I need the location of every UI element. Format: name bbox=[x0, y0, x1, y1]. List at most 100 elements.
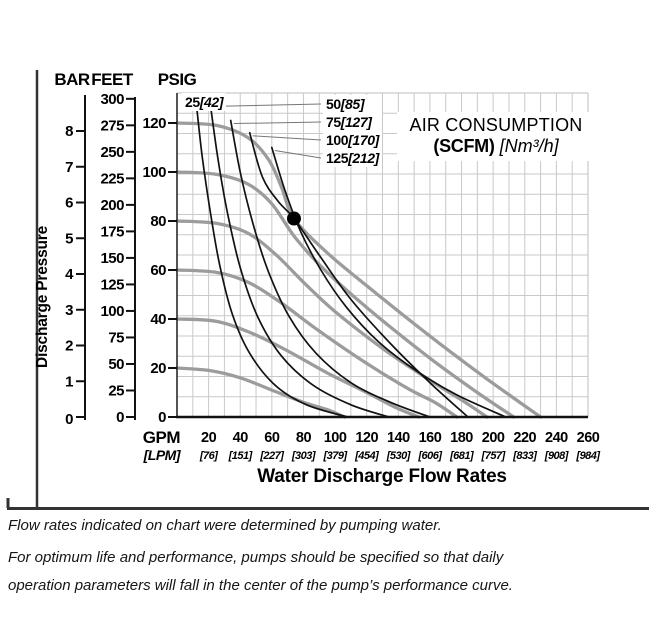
psig-tick-label: 20 bbox=[150, 360, 166, 377]
gpm-tick-label: 220 bbox=[513, 430, 536, 446]
psig-tick-label: 120 bbox=[142, 115, 166, 132]
air-curve-label-125: 125[212] bbox=[323, 149, 382, 167]
bar-tick-label: 8 bbox=[65, 123, 73, 140]
bar-scale-axis: 1 2 3 4 5 6 7 8 0 bbox=[65, 95, 86, 428]
footnote-2: For optimum life and performance, pumps … bbox=[8, 549, 513, 594]
bar-tick-label: 1 bbox=[65, 373, 73, 390]
lpm-tick-label: [379] bbox=[322, 450, 347, 462]
feet-tick-label: 0 bbox=[116, 409, 124, 426]
bar-tick-label: 3 bbox=[65, 302, 73, 319]
water-curve-100psig bbox=[175, 170, 516, 419]
air-curve-75scfm bbox=[229, 119, 431, 418]
feet-tick-label: 300 bbox=[100, 91, 124, 108]
air-consumption-line2: (SCFM) [Nm³/h] bbox=[397, 136, 595, 157]
psig-scale-header: PSIG bbox=[157, 70, 197, 89]
bar-tick-label: 6 bbox=[65, 195, 73, 212]
nm3h-unit: [Nm³/h] bbox=[499, 136, 559, 156]
water-curve-60psig bbox=[175, 268, 459, 419]
feet-tick-label: 125 bbox=[100, 276, 124, 293]
gpm-tick-label: 120 bbox=[355, 430, 378, 446]
air-curve-label-125-nm3h: [212] bbox=[348, 150, 379, 166]
air-curve-label-75: 75[127] bbox=[323, 113, 382, 131]
air-curve-label-125-scfm: 125 bbox=[326, 150, 349, 166]
feet-tick-label: 25 bbox=[108, 382, 124, 399]
bar-tick-label: 2 bbox=[65, 338, 73, 355]
air-curve-label-25: 25[42] bbox=[182, 93, 227, 111]
psig-tick-label: 100 bbox=[142, 164, 166, 181]
feet-tick-label: 250 bbox=[100, 144, 124, 161]
gpm-tick-label: 260 bbox=[577, 430, 600, 446]
air-curve-label-50-nm3h: [85] bbox=[340, 96, 365, 112]
water-curve-80psig bbox=[175, 219, 489, 419]
feet-tick-label: 100 bbox=[100, 303, 124, 320]
bar-tick-label: 7 bbox=[65, 159, 73, 176]
air-curve-label-75-scfm: 75 bbox=[326, 114, 341, 130]
feet-tick-label: 225 bbox=[100, 170, 124, 187]
water-curve-120psig bbox=[175, 121, 543, 419]
lpm-tick-label: [76] bbox=[199, 450, 218, 462]
lpm-tick-label: [227] bbox=[259, 450, 284, 462]
lpm-tick-label: [530] bbox=[386, 450, 411, 462]
gpm-tick-label: 180 bbox=[450, 430, 473, 446]
air-curve-50scfm bbox=[209, 102, 390, 418]
psig-scale-labels: 0 20 40 60 80 100 120 bbox=[142, 115, 166, 426]
lpm-tick-label: [757] bbox=[481, 450, 506, 462]
lpm-tick-label: [606] bbox=[417, 450, 442, 462]
legend-leader-lines bbox=[213, 103, 322, 159]
water-pressure-curves bbox=[175, 121, 543, 419]
water-curve-40psig bbox=[175, 317, 421, 419]
air-consumption-line1: AIR CONSUMPTION bbox=[409, 115, 583, 135]
feet-tick-label: 200 bbox=[100, 197, 124, 214]
feet-tick-label: 75 bbox=[108, 329, 124, 346]
gpm-tick-label: 80 bbox=[296, 430, 312, 446]
scfm-unit: (SCFM) bbox=[433, 136, 495, 156]
lpm-tick-label: [454] bbox=[354, 450, 379, 462]
operating-point bbox=[286, 211, 301, 226]
y-axis-title: Discharge Pressure bbox=[34, 225, 51, 368]
plot-grid bbox=[177, 92, 589, 417]
bar-scale-header: BAR bbox=[54, 70, 90, 89]
lpm-tick-label: [908] bbox=[544, 450, 569, 462]
psig-tick-label: 80 bbox=[150, 213, 166, 230]
psig-tick-label: 0 bbox=[158, 409, 166, 426]
air-curve-label-100-nm3h: [170] bbox=[348, 132, 379, 148]
air-consumption-curves bbox=[195, 100, 507, 418]
lpm-tick-label: [303] bbox=[291, 450, 316, 462]
operating-point-dot bbox=[286, 211, 301, 226]
lpm-tick-label: [833] bbox=[512, 450, 537, 462]
feet-scale-axis: 0 25 50 75 100 125 150 175 200 225 250 275 300 bbox=[100, 91, 136, 426]
feet-tick-label: 175 bbox=[100, 223, 124, 240]
air-curve-label-50: 50[85] bbox=[323, 95, 382, 113]
air-consumption-title: AIR CONSUMPTION (SCFM) [Nm³/h] bbox=[397, 112, 595, 161]
gpm-tick-label: 200 bbox=[482, 430, 505, 446]
gpm-axis-unit: GPM bbox=[142, 428, 181, 447]
footnote-1: Flow rates indicated on chart were deter… bbox=[8, 517, 442, 534]
psig-tick-label: 40 bbox=[150, 311, 166, 328]
air-curve-label-25-scfm: 25 bbox=[185, 94, 200, 110]
gpm-tick-label: 140 bbox=[387, 430, 410, 446]
lpm-tick-label: [151] bbox=[228, 450, 253, 462]
gpm-tick-label: 100 bbox=[324, 430, 347, 446]
lpm-tick-label: [984] bbox=[575, 450, 600, 462]
psig-tick-label: 60 bbox=[150, 262, 166, 279]
gpm-tick-label: 160 bbox=[419, 430, 442, 446]
air-curve-label-50-scfm: 50 bbox=[326, 96, 341, 112]
feet-scale-header: FEET bbox=[91, 70, 133, 89]
feet-tick-label: 275 bbox=[100, 117, 124, 134]
air-curve-label-100: 100[170] bbox=[323, 131, 382, 149]
gpm-tick-label: 60 bbox=[264, 430, 280, 446]
air-curve-125scfm bbox=[270, 146, 507, 418]
plot-axes bbox=[168, 93, 588, 419]
gpm-tick-label: 240 bbox=[545, 430, 568, 446]
feet-tick-label: 150 bbox=[100, 250, 124, 267]
feet-tick-label: 50 bbox=[108, 356, 124, 373]
bar-tick-label: 4 bbox=[65, 266, 74, 283]
air-curve-legend: 50[85] 75[127] 100[170] 125[212] bbox=[323, 95, 382, 167]
gpm-tick-label: 20 bbox=[201, 430, 217, 446]
x-axis-title: Water Discharge Flow Rates bbox=[257, 466, 507, 487]
bar-tick-label: 0 bbox=[65, 411, 73, 428]
air-curve-label-75-nm3h: [127] bbox=[340, 114, 372, 130]
water-curve-20psig bbox=[175, 366, 347, 419]
